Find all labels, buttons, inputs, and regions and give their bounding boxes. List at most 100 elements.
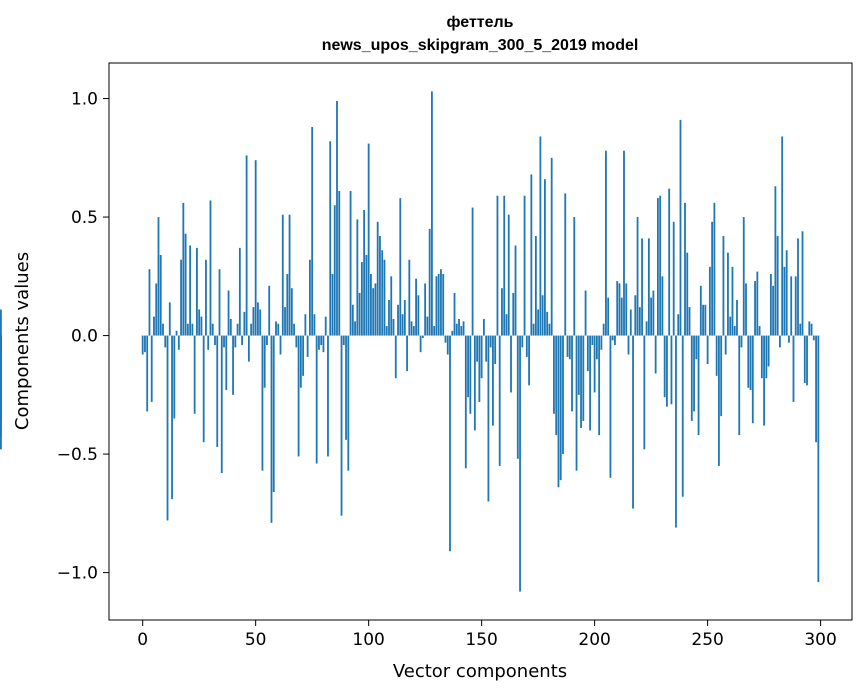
bar <box>758 326 761 336</box>
bar <box>0 335 2 419</box>
bar <box>797 238 799 336</box>
bar <box>810 323 813 336</box>
bar <box>306 335 309 357</box>
y-tick-label: 0.0 <box>71 327 98 347</box>
bar <box>421 335 424 338</box>
bar <box>146 335 149 412</box>
bar <box>733 326 736 336</box>
bar <box>544 179 546 336</box>
bar <box>205 259 207 336</box>
bar <box>150 335 153 402</box>
bar <box>385 326 388 336</box>
bar <box>505 314 508 336</box>
bar <box>247 335 250 362</box>
bar <box>288 214 291 336</box>
bar <box>338 190 341 336</box>
bar <box>749 335 752 391</box>
bar <box>281 214 284 336</box>
bar <box>367 143 370 336</box>
bar <box>259 309 262 336</box>
bar <box>654 335 657 374</box>
bar <box>182 202 185 336</box>
bar <box>659 195 662 336</box>
bar <box>530 174 533 336</box>
bar <box>803 335 806 383</box>
bar <box>279 335 282 355</box>
bar <box>403 300 406 336</box>
bar <box>417 295 420 336</box>
bar <box>492 335 494 426</box>
bar <box>469 335 472 414</box>
bar <box>270 335 273 523</box>
bar <box>191 323 194 336</box>
bar <box>724 335 727 355</box>
bar <box>521 335 524 348</box>
bar <box>602 323 605 336</box>
bar <box>751 335 754 424</box>
bar <box>539 136 542 336</box>
bar <box>315 335 318 464</box>
bar <box>713 202 716 336</box>
bar <box>266 335 268 346</box>
bar <box>769 273 772 336</box>
bar <box>731 266 734 336</box>
bar <box>379 236 381 336</box>
bar <box>245 155 248 336</box>
bar <box>503 195 506 336</box>
bar <box>715 335 718 376</box>
bar <box>299 335 302 388</box>
bar <box>485 335 488 362</box>
bar <box>573 217 576 336</box>
bar <box>571 335 573 412</box>
bar <box>406 335 408 372</box>
bar <box>815 335 817 443</box>
chart-title: феттель <box>446 14 513 31</box>
bar <box>220 335 223 474</box>
bar <box>311 127 314 336</box>
bar <box>697 335 700 436</box>
bar <box>512 292 515 336</box>
bar <box>747 335 750 388</box>
bar <box>471 207 474 336</box>
bar <box>562 335 564 455</box>
plot-area <box>109 63 852 620</box>
bar <box>598 335 601 436</box>
bar <box>211 323 214 336</box>
bar <box>742 217 745 336</box>
bar <box>548 323 551 336</box>
bar <box>284 307 286 336</box>
bar <box>498 335 501 466</box>
bar <box>333 205 336 336</box>
bar <box>756 271 759 336</box>
bar <box>494 335 497 365</box>
bar <box>157 217 160 336</box>
bar <box>349 190 352 336</box>
bar <box>227 290 230 336</box>
bar <box>467 335 469 398</box>
bar <box>557 335 560 488</box>
bar <box>553 335 555 414</box>
bar <box>555 335 558 436</box>
bar <box>690 335 693 421</box>
bar <box>501 288 503 336</box>
bar <box>162 323 164 336</box>
bar <box>629 309 632 336</box>
bar <box>568 335 571 360</box>
bar <box>519 335 521 592</box>
bar <box>444 335 447 343</box>
x-tick-label: 200 <box>578 630 610 650</box>
bar <box>586 335 589 372</box>
bar <box>790 276 793 336</box>
bar <box>792 335 795 402</box>
bar <box>141 335 144 355</box>
bar <box>785 250 788 336</box>
bar <box>799 323 802 336</box>
bar <box>460 326 463 336</box>
bar <box>634 295 637 336</box>
bar <box>577 335 580 395</box>
bar <box>774 186 777 336</box>
x-tick-label: 250 <box>691 630 723 650</box>
bar <box>767 335 770 367</box>
bar <box>399 198 402 336</box>
bar <box>781 136 784 336</box>
